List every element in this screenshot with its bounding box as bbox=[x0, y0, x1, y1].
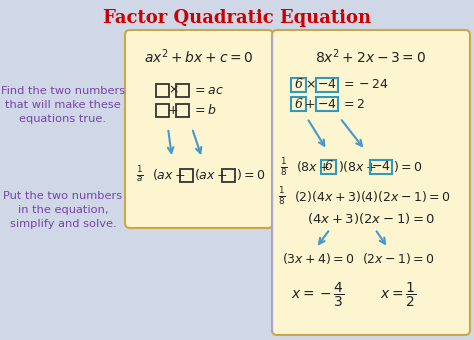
Text: Factor Quadratic Equation: Factor Quadratic Equation bbox=[103, 9, 371, 27]
Text: $(ax+$: $(ax+$ bbox=[194, 168, 228, 183]
Bar bbox=[176, 103, 190, 117]
Text: 6: 6 bbox=[325, 160, 333, 173]
Text: $\times$: $\times$ bbox=[305, 79, 315, 91]
Text: $(ax+$: $(ax+$ bbox=[152, 168, 186, 183]
Bar bbox=[222, 169, 236, 182]
Text: $\frac{1}{a}$: $\frac{1}{a}$ bbox=[136, 165, 144, 185]
Text: $ax^2+bx+c=0$: $ax^2+bx+c=0$ bbox=[144, 48, 254, 66]
Text: $(4x+3)(2x-1)=0$: $(4x+3)(2x-1)=0$ bbox=[307, 210, 435, 225]
Text: $\frac{1}{8}$: $\frac{1}{8}$ bbox=[280, 156, 288, 178]
Bar bbox=[292, 97, 307, 111]
Text: $(3x+4)=0$: $(3x+4)=0$ bbox=[282, 251, 355, 266]
Text: $)=0$: $)=0$ bbox=[393, 159, 422, 174]
Text: $\frac{1}{8}$: $\frac{1}{8}$ bbox=[278, 185, 286, 207]
Bar bbox=[176, 84, 190, 97]
Bar bbox=[181, 169, 193, 182]
Text: $8x^2+2x-3=0$: $8x^2+2x-3=0$ bbox=[316, 48, 427, 66]
Text: Put the two numbers
in the equation,
simplify and solve.: Put the two numbers in the equation, sim… bbox=[3, 191, 123, 229]
FancyBboxPatch shape bbox=[272, 30, 470, 335]
Bar bbox=[316, 78, 338, 92]
Text: $x=\dfrac{1}{2}$: $x=\dfrac{1}{2}$ bbox=[380, 281, 416, 309]
Text: $x=-\dfrac{4}{3}$: $x=-\dfrac{4}{3}$ bbox=[291, 281, 345, 309]
Text: $(2x-1)=0$: $(2x-1)=0$ bbox=[362, 251, 435, 266]
Bar bbox=[156, 103, 170, 117]
Text: $= b$: $= b$ bbox=[192, 103, 217, 117]
Bar bbox=[316, 97, 338, 111]
Text: $)=0$: $)=0$ bbox=[236, 168, 265, 183]
Text: $-4$: $-4$ bbox=[317, 79, 337, 91]
Bar bbox=[292, 78, 307, 92]
Text: $\times$: $\times$ bbox=[168, 84, 178, 97]
Text: 6: 6 bbox=[295, 79, 303, 91]
Text: $-4$: $-4$ bbox=[371, 160, 391, 173]
Text: 6: 6 bbox=[295, 98, 303, 111]
Text: $(2)(4x+3)(4)(2x-1)=0$: $(2)(4x+3)(4)(2x-1)=0$ bbox=[294, 188, 451, 204]
Text: $)(8x+$: $)(8x+$ bbox=[338, 159, 377, 174]
Text: Find the two numbers
that will make these
equations true.: Find the two numbers that will make thes… bbox=[1, 86, 125, 124]
Text: $+$: $+$ bbox=[167, 103, 179, 117]
Text: $= 2$: $= 2$ bbox=[341, 98, 365, 111]
Text: $+$: $+$ bbox=[304, 98, 316, 111]
Text: $= ac$: $= ac$ bbox=[192, 84, 224, 97]
Bar bbox=[321, 160, 337, 174]
Text: $-4$: $-4$ bbox=[317, 98, 337, 111]
FancyBboxPatch shape bbox=[125, 30, 273, 228]
Text: $(8x+$: $(8x+$ bbox=[296, 159, 330, 174]
Text: $= -24$: $= -24$ bbox=[341, 79, 389, 91]
Bar bbox=[156, 84, 170, 97]
Bar bbox=[370, 160, 392, 174]
